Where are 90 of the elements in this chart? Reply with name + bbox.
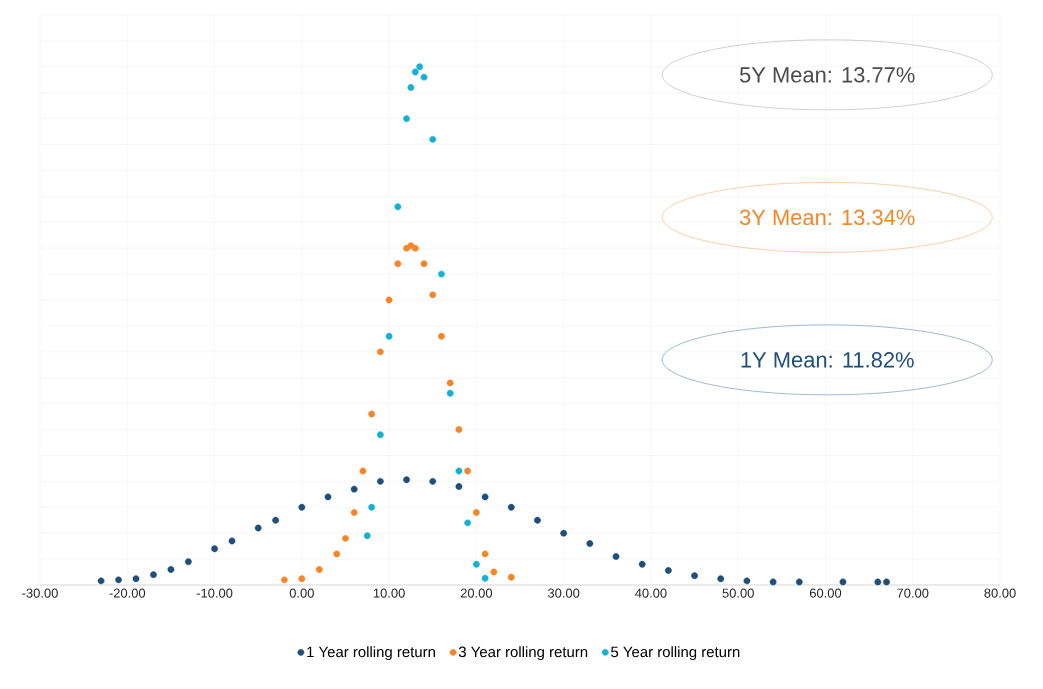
point (407, 84, 415, 91)
point (228, 537, 236, 545)
point (717, 575, 725, 583)
point (472, 509, 480, 516)
x-tick-label: 40.00 (635, 588, 667, 598)
point (115, 576, 122, 584)
point (150, 571, 157, 579)
point (211, 545, 218, 553)
point (394, 260, 402, 268)
point (132, 575, 140, 583)
point (883, 578, 890, 586)
point (429, 135, 437, 143)
annotation: 5Y Mean: 13.77% (739, 67, 915, 83)
point (385, 332, 393, 340)
point (368, 410, 376, 418)
point (481, 493, 489, 501)
point (438, 332, 445, 340)
point (769, 578, 777, 586)
point (376, 348, 384, 356)
point (420, 73, 428, 81)
point (472, 560, 480, 568)
point (333, 550, 341, 558)
point (416, 63, 424, 71)
x-tick-label: 10.00 (373, 588, 405, 598)
annotation: 1Y Mean: 11.82% (741, 352, 914, 368)
x-tick-label: -10.00 (196, 588, 233, 598)
point (429, 291, 437, 299)
point (446, 389, 454, 397)
point (324, 493, 332, 501)
point (586, 540, 594, 547)
x-tick-label: -20.00 (109, 588, 146, 598)
x-tick-label: 30.00 (547, 588, 580, 598)
point (420, 260, 428, 268)
point (560, 529, 568, 537)
point (254, 524, 262, 532)
point (272, 516, 280, 524)
point (464, 519, 472, 527)
point (315, 566, 323, 573)
point (481, 574, 489, 582)
x-tick-label: 60.00 (809, 588, 842, 598)
x-tick-label: -30.00 (22, 588, 58, 598)
point (446, 379, 454, 387)
point (455, 483, 463, 490)
point (280, 576, 288, 584)
point (507, 503, 515, 511)
point (403, 115, 410, 123)
point (455, 467, 463, 475)
legend-label: 5 Year rolling return (611, 646, 740, 661)
x-tick-label: 50.00 (722, 588, 754, 598)
point (385, 296, 393, 304)
point (363, 532, 371, 540)
point (184, 558, 192, 566)
point (874, 578, 882, 586)
x-tick-label: 20.00 (460, 588, 493, 598)
point (350, 509, 358, 516)
point (691, 572, 698, 580)
point (350, 485, 358, 493)
point (368, 503, 376, 511)
point (167, 566, 175, 573)
point (359, 467, 367, 475)
point (795, 578, 803, 586)
point (438, 270, 445, 278)
point (394, 203, 402, 211)
legend-label: 3 Year rolling return (458, 646, 588, 661)
x-tick-label: 0.00 (289, 588, 314, 598)
point (376, 431, 384, 439)
point (376, 477, 384, 485)
point (743, 577, 751, 585)
point (411, 244, 419, 252)
point (839, 578, 847, 586)
annotation: 3Y Mean: 13.34% (739, 209, 915, 226)
point (464, 467, 472, 475)
point (507, 573, 515, 581)
point (298, 575, 306, 583)
point (490, 568, 498, 576)
point (612, 553, 620, 560)
point (342, 534, 349, 542)
point (411, 68, 419, 76)
point (429, 477, 437, 485)
point (534, 516, 541, 524)
x-tick-label: 80.00 (984, 588, 1016, 598)
x-tick-label: 70.00 (897, 588, 929, 598)
legend-label: 1 Year rolling return (307, 646, 435, 661)
point (638, 560, 646, 568)
point (97, 577, 105, 585)
point (664, 567, 672, 574)
point (455, 426, 463, 433)
point (403, 476, 410, 484)
point (298, 503, 306, 511)
point (481, 550, 489, 558)
